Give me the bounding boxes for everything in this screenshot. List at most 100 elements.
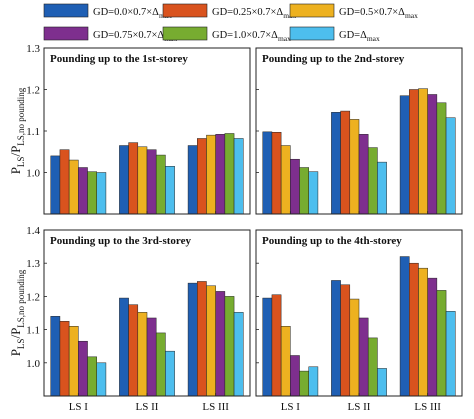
bar xyxy=(87,356,97,397)
bar xyxy=(78,340,88,397)
bar xyxy=(367,337,378,397)
panel-2: Pounding up to the 2nd-storey xyxy=(255,47,463,215)
bar xyxy=(96,362,107,397)
panel-title: Pounding up to the 2nd-storey xyxy=(262,53,405,65)
bar xyxy=(187,282,198,397)
bar xyxy=(262,297,273,397)
bar xyxy=(299,370,309,397)
bar xyxy=(206,285,216,397)
x-tick-label: LS III xyxy=(414,401,441,413)
bar xyxy=(340,110,351,215)
bar xyxy=(68,326,79,397)
panel-frame xyxy=(255,229,463,397)
y-tick-label: 1.2 xyxy=(26,291,40,303)
y-tick-label: 1.0 xyxy=(26,358,40,370)
bar xyxy=(349,298,360,397)
y-axis-label-top: PLS/PLS,no pounding xyxy=(8,87,26,174)
bar xyxy=(331,112,341,215)
legend-label-3: GD=0.5×0.7×Δmax xyxy=(339,7,418,20)
panel-title: Pounding up to the 3rd-storey xyxy=(50,235,191,247)
y-tick-label: 1.4 xyxy=(26,225,40,237)
bar xyxy=(50,316,61,397)
bar xyxy=(280,326,291,397)
x-tick-label: LS II xyxy=(348,401,371,413)
bar xyxy=(165,166,175,215)
legend-label-2: GD=0.25×0.7×Δmax xyxy=(212,7,296,20)
bar xyxy=(165,350,175,397)
bar xyxy=(50,155,61,215)
y-tick-label: 1.0 xyxy=(26,168,40,180)
bar xyxy=(290,355,300,397)
panel-4: LS I LS II LS III Pounding up to the 4th-st… xyxy=(255,229,463,413)
y-tick-label: 1.1 xyxy=(26,126,40,138)
panel-title: Pounding up to the 4th-storey xyxy=(262,235,402,247)
y-tick-label: 1.3 xyxy=(26,258,40,270)
x-tick-label: LS II xyxy=(136,401,159,413)
bar xyxy=(427,94,438,215)
bar xyxy=(445,117,456,215)
legend-swatch-3 xyxy=(289,3,335,18)
x-tick-label: LS III xyxy=(202,401,229,413)
x-tick-label: LS I xyxy=(281,401,301,413)
bar xyxy=(280,145,291,215)
bar xyxy=(436,102,447,215)
x-tick-label: LS I xyxy=(69,401,89,413)
bar xyxy=(155,332,166,397)
bar xyxy=(340,284,351,397)
bar xyxy=(137,312,148,397)
bar xyxy=(215,134,226,215)
bar xyxy=(155,154,166,215)
bar xyxy=(87,171,97,215)
bar xyxy=(271,132,282,215)
bar xyxy=(137,146,148,215)
bar xyxy=(271,294,282,397)
bar xyxy=(146,317,157,397)
bar xyxy=(358,317,369,397)
bar xyxy=(224,296,235,397)
bar xyxy=(262,131,273,215)
bar xyxy=(445,311,456,397)
legend-swatch-4 xyxy=(43,26,89,41)
bar xyxy=(367,147,378,215)
bar xyxy=(233,138,244,215)
bar xyxy=(358,134,369,215)
bar xyxy=(68,159,79,215)
bar xyxy=(206,134,216,215)
bar xyxy=(96,172,107,215)
bar xyxy=(128,142,139,215)
bar xyxy=(418,267,428,397)
legend-label-5: GD=1.0×0.7×Δmax xyxy=(212,30,291,43)
bar xyxy=(215,291,226,397)
panel-frame xyxy=(255,47,463,215)
bar xyxy=(224,133,235,215)
legend-swatch-1 xyxy=(43,3,89,18)
bar xyxy=(399,95,410,215)
bar xyxy=(59,321,70,397)
bar xyxy=(377,161,387,215)
y-tick-label: 1.3 xyxy=(26,43,40,55)
bar xyxy=(399,256,410,397)
bar xyxy=(119,145,129,215)
legend-swatch-5 xyxy=(162,26,208,41)
bar xyxy=(78,167,88,215)
bar xyxy=(187,145,198,215)
legend-label-1: GD=0.0×0.7×Δmax xyxy=(93,7,172,20)
panel-frame xyxy=(43,229,251,397)
bar xyxy=(427,277,438,397)
legend-label-6: GD=Δmax xyxy=(339,30,380,43)
bar xyxy=(197,281,207,397)
legend: GD=0.0×0.7×Δmax GD=0.25×0.7×Δmax GD=0.5×0.… xyxy=(43,3,418,43)
bar xyxy=(409,89,419,215)
bar xyxy=(299,167,309,215)
y-tick-label: 1.1 xyxy=(26,325,40,337)
bar xyxy=(308,366,319,397)
bar xyxy=(119,297,129,397)
y-axis-label-bottom: PLS/PLS,no pounding xyxy=(8,269,26,356)
y-tick-label: 1.2 xyxy=(26,85,40,97)
panel-frame xyxy=(43,47,251,215)
bar xyxy=(233,312,244,397)
bar xyxy=(128,304,139,397)
legend-swatch-2 xyxy=(162,3,208,18)
